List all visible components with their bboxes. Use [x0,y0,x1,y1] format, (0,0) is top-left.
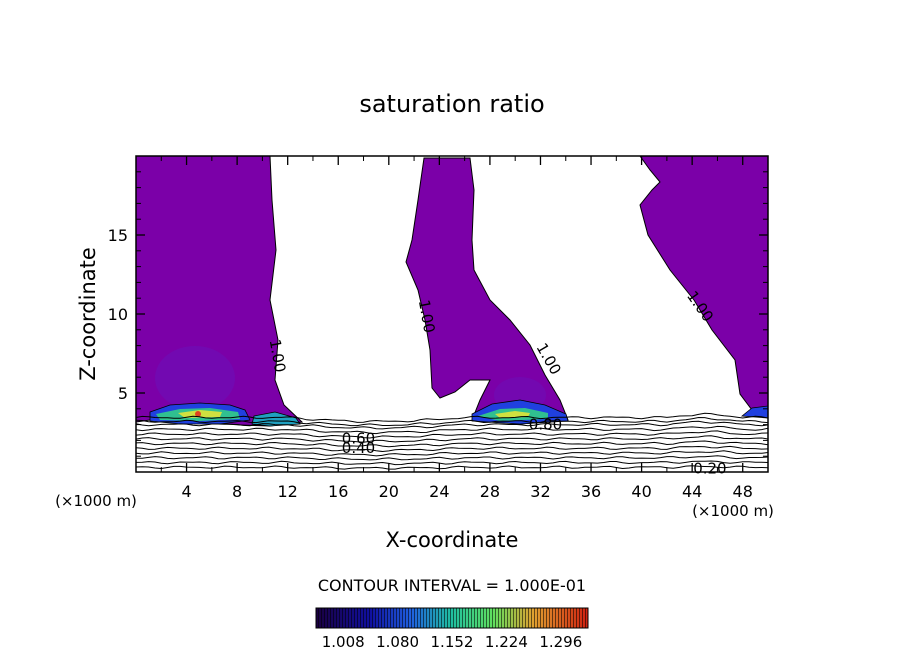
colorbar-frame [315,607,589,629]
contour-line [136,455,768,461]
x-unit-label-left: (×1000 m) [55,492,137,510]
contour-line [136,412,768,423]
contour-label: 0.60 [342,430,375,448]
contour-line [136,435,768,443]
x-tick-label: 32 [530,482,550,501]
low-level-contours [136,412,768,470]
x-tick-label: 44 [682,482,702,501]
colorbar-tick-label: 1.080 [376,633,419,651]
y-axis-ticks: 5 10 15 [108,171,768,457]
purple-region-middle [405,157,569,425]
contour-label: 0.20 [693,460,726,478]
colorbar [315,607,589,629]
x-tick-label: 40 [631,482,651,501]
contour-label: 0.80 [529,415,562,433]
cloud-base-band-right [740,405,768,419]
colorbar-tick-label: 1.224 [485,633,528,651]
y-tick-label: 5 [118,384,128,403]
y-axis-title: Z-coordinate [76,247,100,381]
contour-label: 0.40 [342,439,375,457]
x-tick-label: 20 [379,482,399,501]
x-tick-label: 36 [581,482,601,501]
x-tick-label: 8 [232,482,242,501]
x-tick-label: 48 [733,482,753,501]
contour-line [136,465,768,470]
contour-label: 1.00 [415,298,439,334]
y-tick-label: 10 [108,305,128,324]
x-tick-label: 4 [181,482,191,501]
contour-line [136,445,768,453]
x-tick-label: 24 [429,482,449,501]
contour-label: 1.00 [266,338,290,374]
x-axis-title: X-coordinate [386,528,519,552]
colorbar-stripes [316,608,588,628]
contour-line [136,460,768,466]
y-tick-label: 15 [108,226,128,245]
colorbar-tick-label: 1.296 [539,633,582,651]
contour-interval-text: CONTOUR INTERVAL = 1.000E-01 [318,576,586,595]
colorbar-tick-label: 1.152 [431,633,474,651]
cloud-base-band-left2 [251,411,301,427]
contour-line [136,450,768,457]
colorbar-tick-label: 1.008 [322,633,365,651]
x-tick-label: 28 [480,482,500,501]
contour-line [136,425,768,435]
contour-line [136,430,768,439]
x-unit-label-right: (×1000 m) [692,502,774,520]
contour-line [136,440,768,448]
x-tick-label: 12 [278,482,298,501]
purple-region-right [639,156,768,416]
contour-line [136,416,768,427]
supersaturation-regions [136,156,768,427]
cloud-base-hot-spot [195,411,201,417]
contour-line [136,420,768,430]
x-axis-ticks: 4 8 12 16 20 24 28 32 36 40 44 48 [160,156,753,501]
darker-patch-left [155,346,235,410]
chart-title: saturation ratio [359,90,544,118]
x-tick-label: 16 [328,482,348,501]
colorbar-tick-labels: 1.008 1.080 1.152 1.224 1.296 [322,633,583,651]
